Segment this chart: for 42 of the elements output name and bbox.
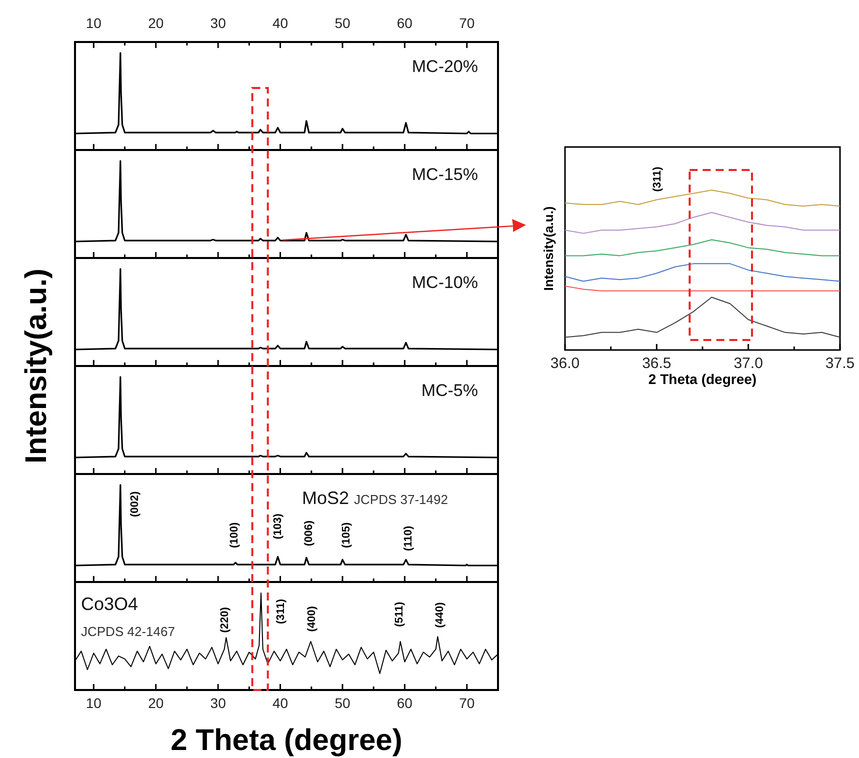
- x-tick-label: 40: [272, 15, 288, 31]
- annotation: (220): [219, 606, 232, 633]
- x-tick-label: 70: [459, 695, 475, 711]
- annotation: (103): [272, 513, 284, 540]
- y-axis-title: Intensity(a.u.): [20, 268, 53, 464]
- x-tick-label: 30: [210, 15, 226, 31]
- x-tick-label: 10: [86, 15, 102, 31]
- x-tick-label: 50: [334, 695, 350, 711]
- x-tick-label: 50: [334, 15, 350, 31]
- x-tick-label: 70: [459, 15, 475, 31]
- x-tick-label: 20: [148, 695, 164, 711]
- annotation: (105): [340, 522, 352, 548]
- x-tick-label: 60: [396, 695, 413, 711]
- annotation: JCPDS 42-1467: [81, 624, 175, 639]
- x-tick-label: 30: [210, 695, 226, 711]
- x-tick-label: 36.5: [642, 355, 672, 372]
- annotation: (311): [652, 166, 664, 192]
- x-tick-label: 40: [272, 695, 288, 711]
- annotation: (311): [275, 598, 288, 624]
- annotation: MC-20%: [412, 57, 478, 76]
- annotation: Co3O4: [81, 594, 138, 614]
- annotation: MC-5%: [421, 381, 478, 400]
- x-tick-label: 36.0: [550, 355, 580, 372]
- annotation: (511): [393, 602, 406, 627]
- annotation: (002): [128, 490, 141, 517]
- annotation: MC-10%: [412, 273, 478, 292]
- annotation: MC-15%: [412, 165, 478, 184]
- x-axis-title: 2 Theta (degree): [648, 371, 757, 387]
- annotation: (400): [306, 606, 318, 632]
- x-tick-label: 37.5: [825, 355, 855, 372]
- x-tick-label: 20: [148, 15, 164, 31]
- annotation: MoS2: [302, 488, 350, 508]
- annotation: (100): [228, 522, 240, 548]
- annotation: (110): [402, 526, 415, 551]
- annotation: (006): [303, 520, 316, 546]
- y-axis-title: Intensity(a.u.): [541, 206, 556, 291]
- annotation: JCPDS 37-1492: [354, 492, 448, 507]
- annotation: (440): [434, 602, 446, 628]
- x-tick-label: 60: [396, 15, 413, 31]
- x-tick-label: 10: [86, 695, 102, 711]
- x-tick-label: 37.0: [734, 355, 763, 372]
- x-axis-title: 2 Theta (degree): [170, 724, 402, 757]
